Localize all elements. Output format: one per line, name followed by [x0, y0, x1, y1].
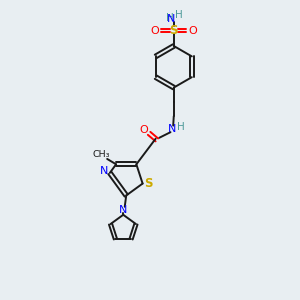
- Text: H: H: [166, 13, 174, 23]
- Text: H: H: [177, 122, 184, 132]
- Text: S: S: [169, 24, 178, 37]
- Text: O: O: [188, 26, 197, 35]
- Text: N: N: [168, 124, 176, 134]
- Text: N: N: [119, 205, 128, 215]
- Text: O: O: [150, 26, 159, 35]
- Text: H: H: [175, 10, 183, 20]
- Text: O: O: [140, 125, 148, 135]
- Text: S: S: [144, 177, 153, 190]
- Text: CH₃: CH₃: [92, 150, 110, 159]
- Text: N: N: [167, 14, 176, 24]
- Text: N: N: [100, 167, 108, 176]
